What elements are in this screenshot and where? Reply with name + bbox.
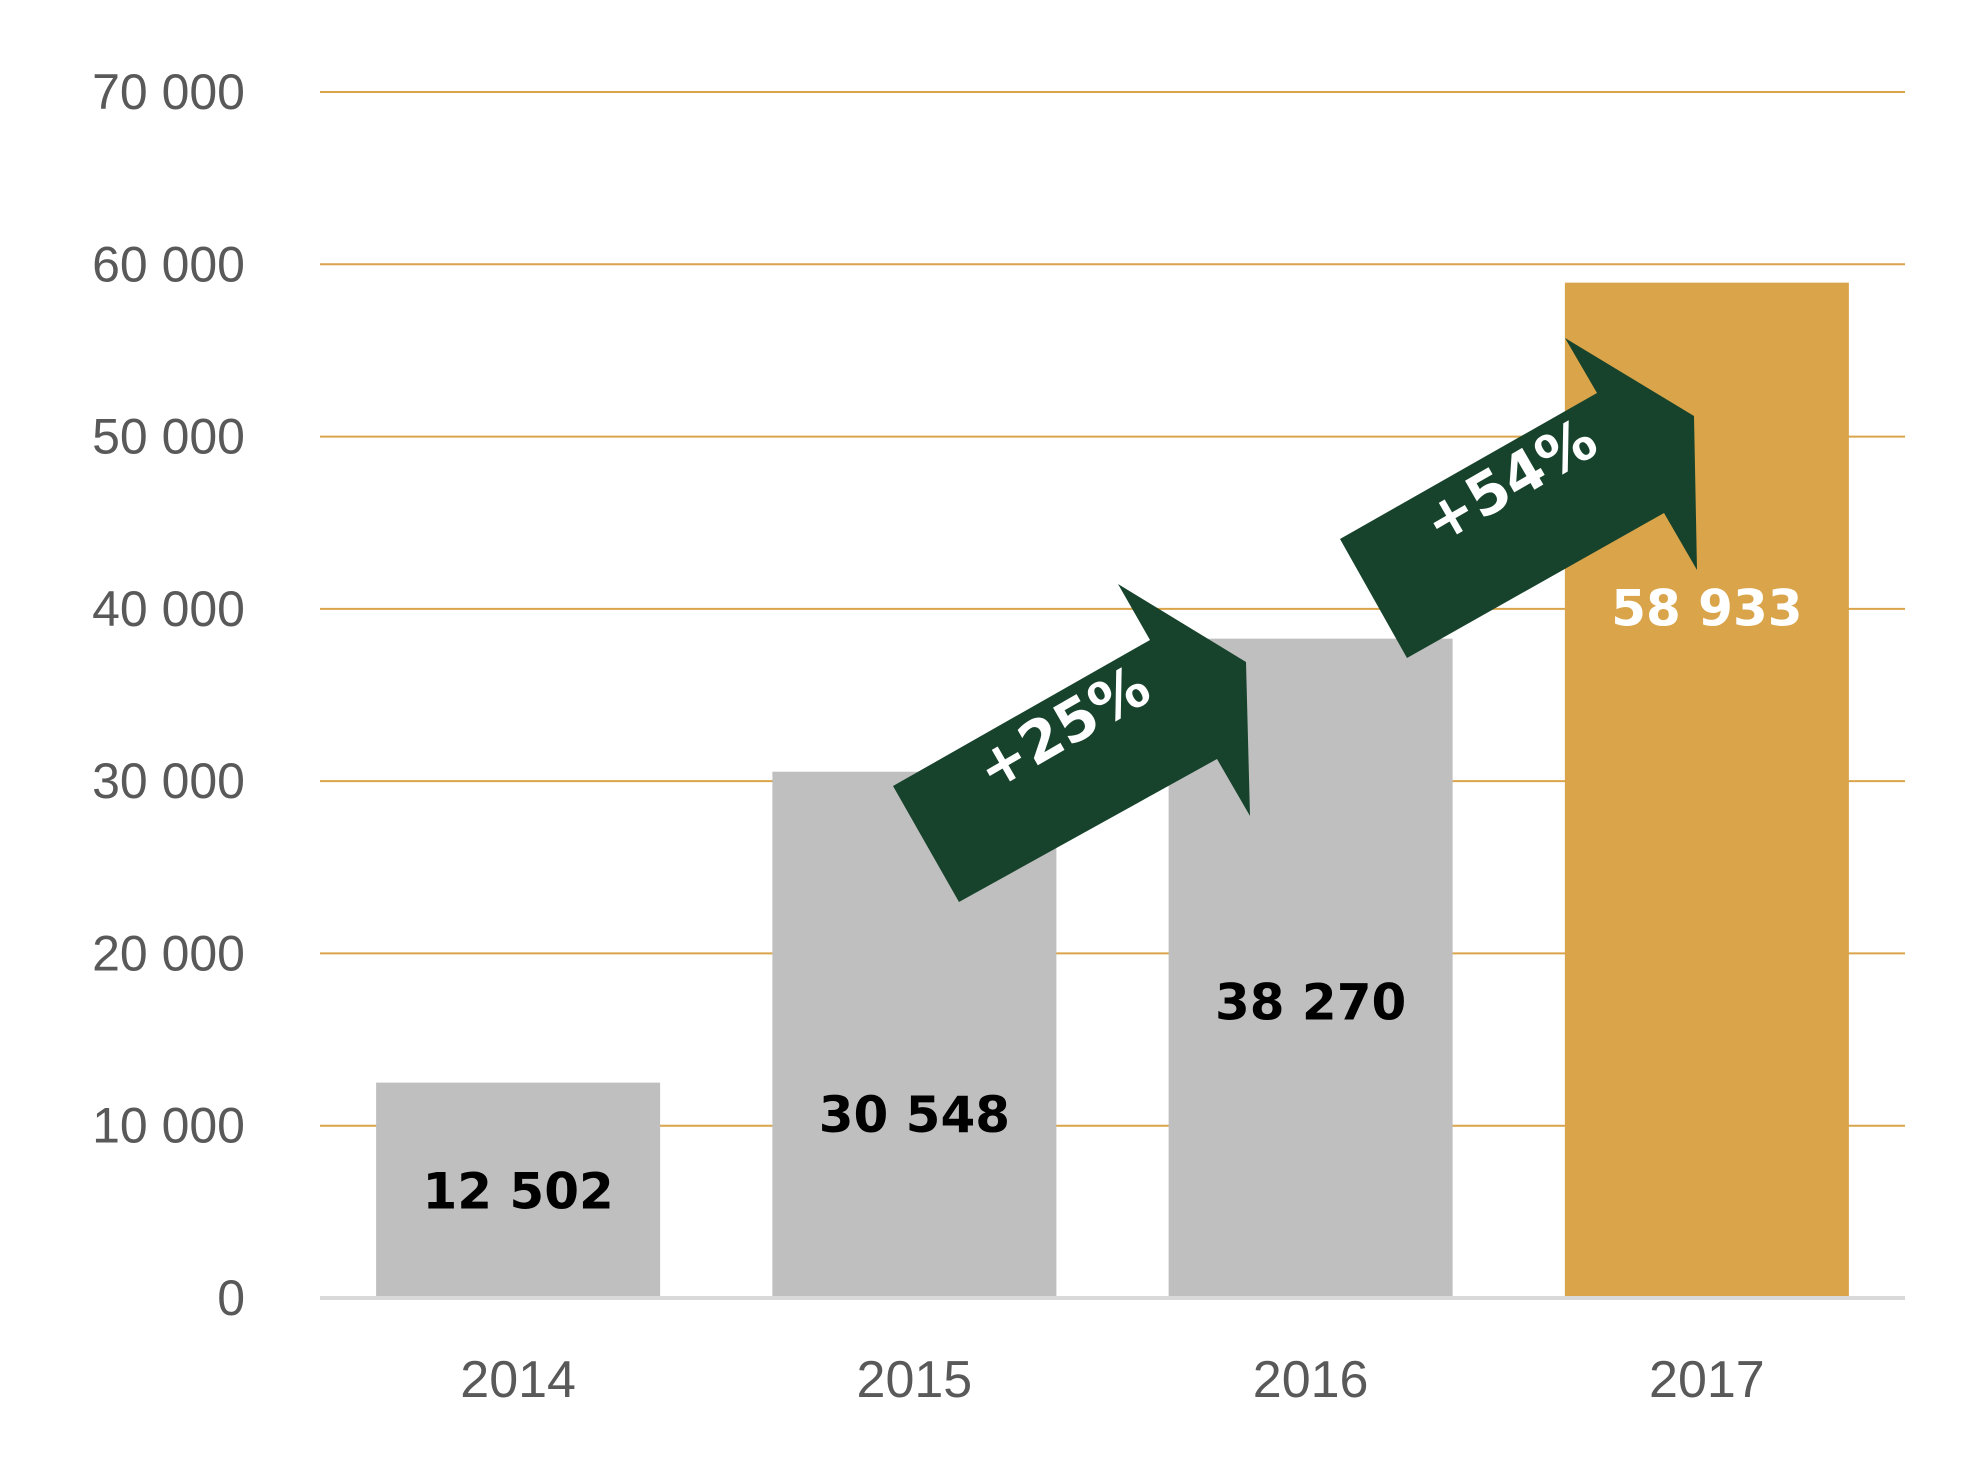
y-tick-label: 60 000 bbox=[92, 236, 245, 292]
y-axis-tick-labels: 0 10 000 20 000 30 000 40 000 50 000 60 000 70 … bbox=[92, 64, 245, 1326]
growth-arrow bbox=[893, 584, 1250, 902]
y-tick-label: 50 000 bbox=[92, 409, 245, 465]
x-tick-label: 2017 bbox=[1649, 1351, 1765, 1409]
y-tick-label: 20 000 bbox=[92, 925, 245, 981]
y-tick-label: 40 000 bbox=[92, 581, 245, 637]
x-axis-tick-labels: 2014 2015 2016 2017 bbox=[460, 1351, 1764, 1409]
y-tick-label: 30 000 bbox=[92, 753, 245, 809]
x-tick-label: 2016 bbox=[1253, 1351, 1369, 1409]
x-tick-label: 2015 bbox=[857, 1351, 973, 1409]
bars bbox=[376, 282, 1849, 1299]
y-tick-label: 10 000 bbox=[92, 1098, 245, 1154]
data-label-2016: 38 270 bbox=[1215, 973, 1406, 1031]
bar-2014 bbox=[376, 1082, 661, 1298]
data-label-2015: 30 548 bbox=[819, 1086, 1010, 1144]
y-tick-label: 70 000 bbox=[92, 64, 245, 120]
growth-arrow bbox=[1340, 338, 1697, 658]
x-tick-label: 2014 bbox=[460, 1351, 576, 1409]
data-label-2014: 12 502 bbox=[422, 1162, 613, 1220]
data-labels: 12 502 30 548 38 270 58 933 bbox=[422, 580, 1802, 1221]
data-label-2017: 58 933 bbox=[1611, 580, 1802, 638]
growth-arrows: +25%+54% bbox=[893, 338, 1697, 902]
y-tick-label: 0 bbox=[217, 1270, 245, 1326]
